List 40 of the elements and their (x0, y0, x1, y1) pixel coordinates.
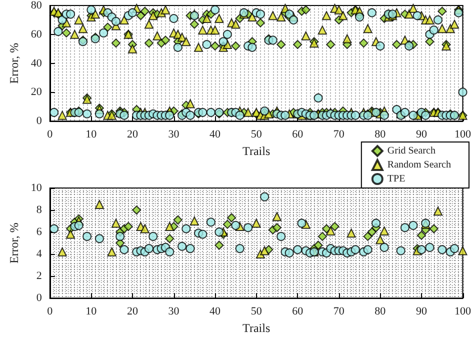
x-tick-label: 20 (126, 128, 138, 141)
y-tick-label: 6 (36, 226, 42, 238)
y-axis-title: Error, % (7, 42, 21, 84)
x-tick-label: 30 (168, 306, 180, 318)
x-tick-label: 40 (210, 128, 222, 141)
x-tick-label: 80 (374, 306, 386, 318)
x-tick-label: 30 (168, 128, 180, 141)
x-axis-title: Trails (242, 321, 270, 335)
x-tick-label: 70 (333, 306, 345, 318)
y-tick-label: 10 (30, 182, 42, 194)
y-tick-label: 4 (36, 248, 42, 260)
x-tick-label: 10 (86, 306, 98, 318)
x-tick-label: 100 (454, 306, 472, 318)
legend-label: Grid Search (387, 146, 436, 156)
x-tick-label: 0 (47, 128, 54, 141)
y-tick-label: 60 (30, 28, 42, 40)
x-tick-label: 20 (126, 306, 138, 318)
x-tick-label: 40 (210, 306, 222, 318)
x-tick-label: 60 (292, 306, 304, 318)
y-tick-label: 80 (30, 0, 42, 12)
x-tick-label: 100 (454, 128, 472, 141)
y-tick-label: 40 (30, 57, 42, 70)
x-tick-label: 90 (416, 306, 428, 318)
y-tick-label: 8 (36, 204, 42, 216)
x-tick-label: 50 (250, 306, 262, 318)
y-axis-title: Error, % (7, 222, 21, 264)
x-axis-title: Trails (242, 144, 270, 158)
y-tick-label: 2 (36, 270, 42, 282)
x-tick-label: 90 (416, 128, 428, 141)
x-tick-label: 10 (86, 128, 98, 141)
x-tick-label: 0 (47, 306, 54, 318)
y-tick-label: 20 (30, 86, 42, 98)
x-tick-label: 50 (250, 128, 262, 141)
x-tick-label: 60 (292, 128, 304, 141)
y-tick-label: 0 (36, 292, 42, 304)
legend-label: Random Search (387, 160, 451, 170)
legend-label: TPE (387, 174, 406, 184)
x-tick-label: 70 (333, 128, 345, 141)
y-tick-label: 0 (36, 115, 42, 128)
x-tick-label: 80 (374, 128, 386, 141)
